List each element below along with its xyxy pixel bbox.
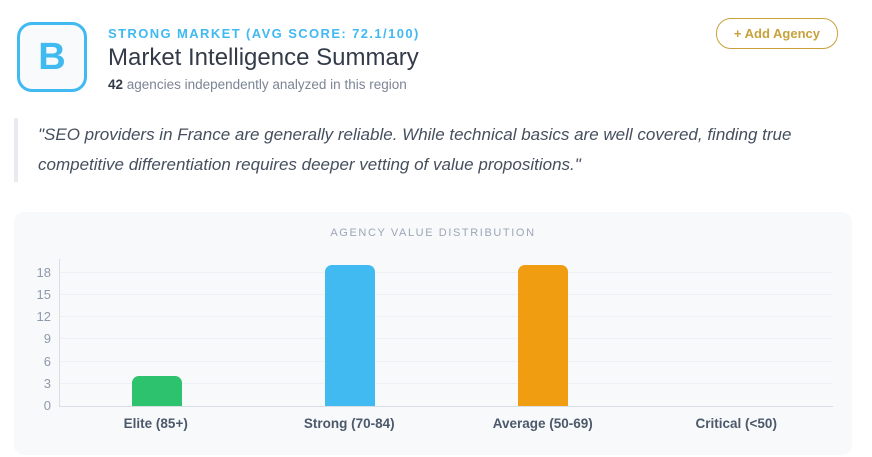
add-agency-button[interactable]: + Add Agency <box>715 18 838 49</box>
bar-column <box>640 259 833 406</box>
bar-average[interactable] <box>518 265 569 406</box>
chart-x-axis-labels: Elite (85+) Strong (70-84) Average (50-69)… <box>59 416 833 431</box>
y-axis-tick-label: 0 <box>43 398 51 413</box>
y-axis-tick-label: 9 <box>43 331 51 347</box>
quote-block: "SEO providers in France are generally r… <box>14 118 852 182</box>
header-text: Strong Market (Avg Score: 72.1/100) Mark… <box>108 18 420 92</box>
grade-badge: B <box>17 22 87 92</box>
x-axis-category-label: Elite (85+) <box>123 416 188 431</box>
page-title: Market Intelligence Summary <box>108 44 419 71</box>
gridline <box>60 360 833 362</box>
x-axis-category-label: Critical (<50) <box>695 416 777 431</box>
chart-panel: Agency Value Distribution 0 3 6 9 12 15 18 Eli… <box>14 212 852 455</box>
bar-strong[interactable] <box>324 265 375 406</box>
gridline <box>60 338 833 340</box>
bar-column <box>447 259 640 406</box>
chart-plot-area: 0 3 6 9 12 15 18 <box>37 259 833 412</box>
chart-title: Agency Value Distribution <box>330 227 536 239</box>
y-axis-tick-label: 12 <box>36 309 51 325</box>
subtitle-text: agencies independently analyzed in this … <box>123 77 407 92</box>
bar-column <box>60 259 253 406</box>
y-axis-tick-label: 6 <box>43 353 51 369</box>
gridline <box>60 382 833 384</box>
x-axis-category-label: Strong (70-84) <box>303 416 395 431</box>
subtitle: 42 agencies independently analyzed in th… <box>108 77 420 92</box>
gridline <box>60 271 833 273</box>
gridline <box>60 316 833 318</box>
gridline <box>60 294 833 295</box>
y-axis-tick-label: 15 <box>36 287 51 302</box>
header: B Strong Market (Avg Score: 72.1/100) Ma… <box>0 0 872 92</box>
bars-row <box>60 259 833 406</box>
x-axis-category-label: Average (50-69) <box>492 416 593 431</box>
bar-column <box>253 259 446 406</box>
y-axis-tick-label: 3 <box>43 375 51 391</box>
y-axis-tick-label: 18 <box>36 264 51 280</box>
agency-count: 42 <box>108 77 124 92</box>
quote-text: "SEO providers in France are generally r… <box>38 125 792 174</box>
grade-letter: B <box>38 36 66 78</box>
market-score-overline: Strong Market (Avg Score: 72.1/100) <box>108 26 420 41</box>
bar-elite[interactable] <box>131 376 182 406</box>
